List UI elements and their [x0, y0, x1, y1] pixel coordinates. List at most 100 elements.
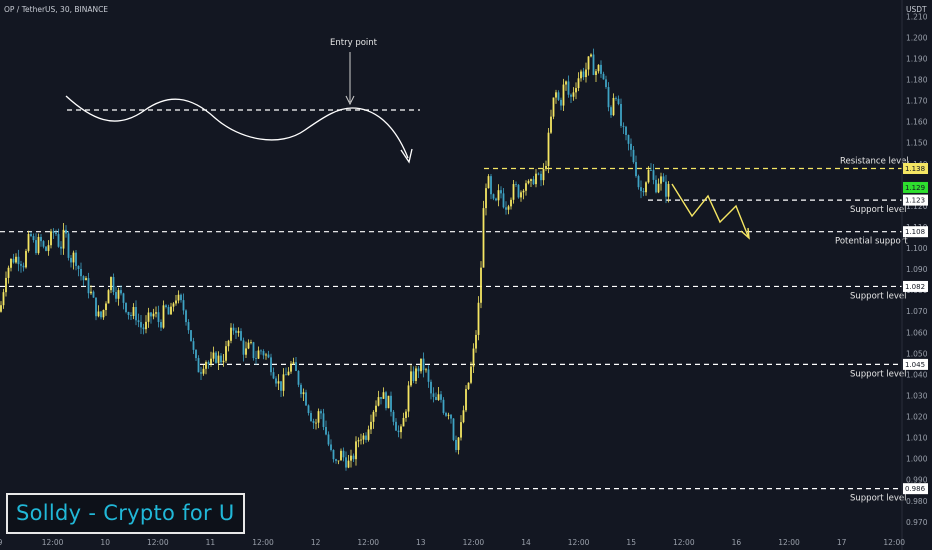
price-badge [903, 163, 928, 175]
price-badge [903, 358, 928, 370]
candle-body [235, 330, 237, 333]
candle-body [607, 87, 610, 108]
x-tick-label: 12:00 [357, 538, 379, 547]
x-tick-label: 12:00 [252, 538, 274, 547]
candle-body [445, 412, 447, 416]
candle-body [122, 293, 125, 303]
candle-body [592, 54, 595, 75]
candle-body [72, 252, 75, 263]
candle-body [537, 173, 540, 175]
candle-body [395, 421, 397, 431]
candle-body [202, 368, 205, 374]
entry-pointer-arrowhead [345, 95, 355, 106]
candle-body [330, 444, 332, 450]
candle-body [545, 166, 547, 170]
candle-body [310, 413, 312, 422]
candle-body [637, 176, 640, 188]
candle-body [380, 397, 382, 399]
candle-body [407, 385, 410, 412]
candle-body [107, 290, 110, 304]
candle-body [132, 307, 135, 316]
candle-body [297, 370, 300, 385]
candle-body [460, 422, 462, 438]
x-axis[interactable]: 9 12:00 10 12:00 11 12:00 12 12:00 13 12:00 14 12:0… [0, 538, 905, 547]
candle-body [520, 192, 522, 198]
candle-body [275, 378, 277, 384]
candle-body [7, 267, 10, 278]
candle-body [625, 126, 627, 135]
y-tick-label: 1.210 [906, 12, 928, 21]
candle-body [115, 292, 117, 299]
candle-body [70, 257, 72, 263]
candle-body [372, 411, 375, 422]
candle-body [605, 79, 607, 88]
candle-body [472, 348, 475, 367]
entry-point-label: Entry point [330, 38, 378, 48]
level-label: Support level [850, 291, 907, 301]
candle-body [85, 278, 87, 281]
candle-body [5, 277, 7, 293]
candle-body [272, 372, 275, 379]
y-tick-label: 1.050 [906, 349, 928, 358]
candle-body [180, 294, 182, 301]
candle-body [347, 460, 350, 468]
candle-body [477, 302, 480, 335]
candle-body [127, 311, 130, 316]
candle-body [77, 265, 80, 269]
y-tick-label: 1.030 [906, 391, 928, 400]
candle-body [502, 193, 505, 208]
candle-body [382, 392, 385, 399]
x-tick-label: 11 [206, 538, 216, 547]
candle-body [312, 421, 315, 423]
candle-body [257, 350, 260, 359]
candle-body [517, 184, 520, 198]
candle-body [540, 173, 542, 181]
entry-sketch-arrowhead [400, 148, 413, 164]
candle-body [80, 269, 82, 277]
candle-body [590, 54, 592, 57]
y-axis[interactable]: 0.970 0.980 0.990 1.000 1.010 1.020 1.030 1.040… [901, 0, 928, 550]
candle-body [392, 411, 395, 422]
candle-body [35, 240, 37, 254]
candle-body [307, 405, 310, 414]
candle-body [567, 81, 570, 95]
candle-body [385, 392, 387, 409]
price-badge-text: 1.108 [905, 228, 925, 236]
candle-body [405, 411, 407, 418]
candle-body [262, 351, 265, 356]
candle-body [342, 450, 345, 458]
candle-body [452, 418, 455, 440]
candle-body [17, 256, 20, 265]
candle-body [552, 97, 555, 117]
candle-body [102, 310, 105, 318]
price-badges: 1.138 1.129 1.123 1.108 1.082 1.045 0.986 [903, 163, 928, 495]
candle-body [377, 397, 380, 406]
candle-body [457, 437, 460, 450]
candle-body [242, 340, 245, 355]
candle-body [640, 187, 642, 192]
candle-body [320, 411, 322, 414]
candle-body [182, 300, 185, 311]
candle-body [167, 307, 170, 315]
candle-body [555, 92, 557, 98]
candle-body [600, 64, 602, 74]
candle-body [225, 346, 227, 361]
candle-body [642, 191, 645, 193]
candle-body [360, 439, 362, 441]
y-tick-label: 1.170 [906, 97, 928, 106]
price-badge [903, 226, 928, 238]
candle-body [340, 450, 342, 461]
price-badge [903, 181, 928, 193]
candle-body [587, 56, 590, 70]
candle-body [580, 71, 582, 79]
candle-body [15, 256, 17, 263]
candle-body [440, 394, 442, 400]
candle-body [435, 396, 437, 400]
x-tick-label: 12:00 [778, 538, 800, 547]
candle-body [282, 374, 285, 391]
candle-body [512, 184, 515, 200]
candle-body [157, 312, 160, 323]
candle-body [335, 459, 337, 461]
price-badge-text: 1.123 [905, 197, 925, 205]
